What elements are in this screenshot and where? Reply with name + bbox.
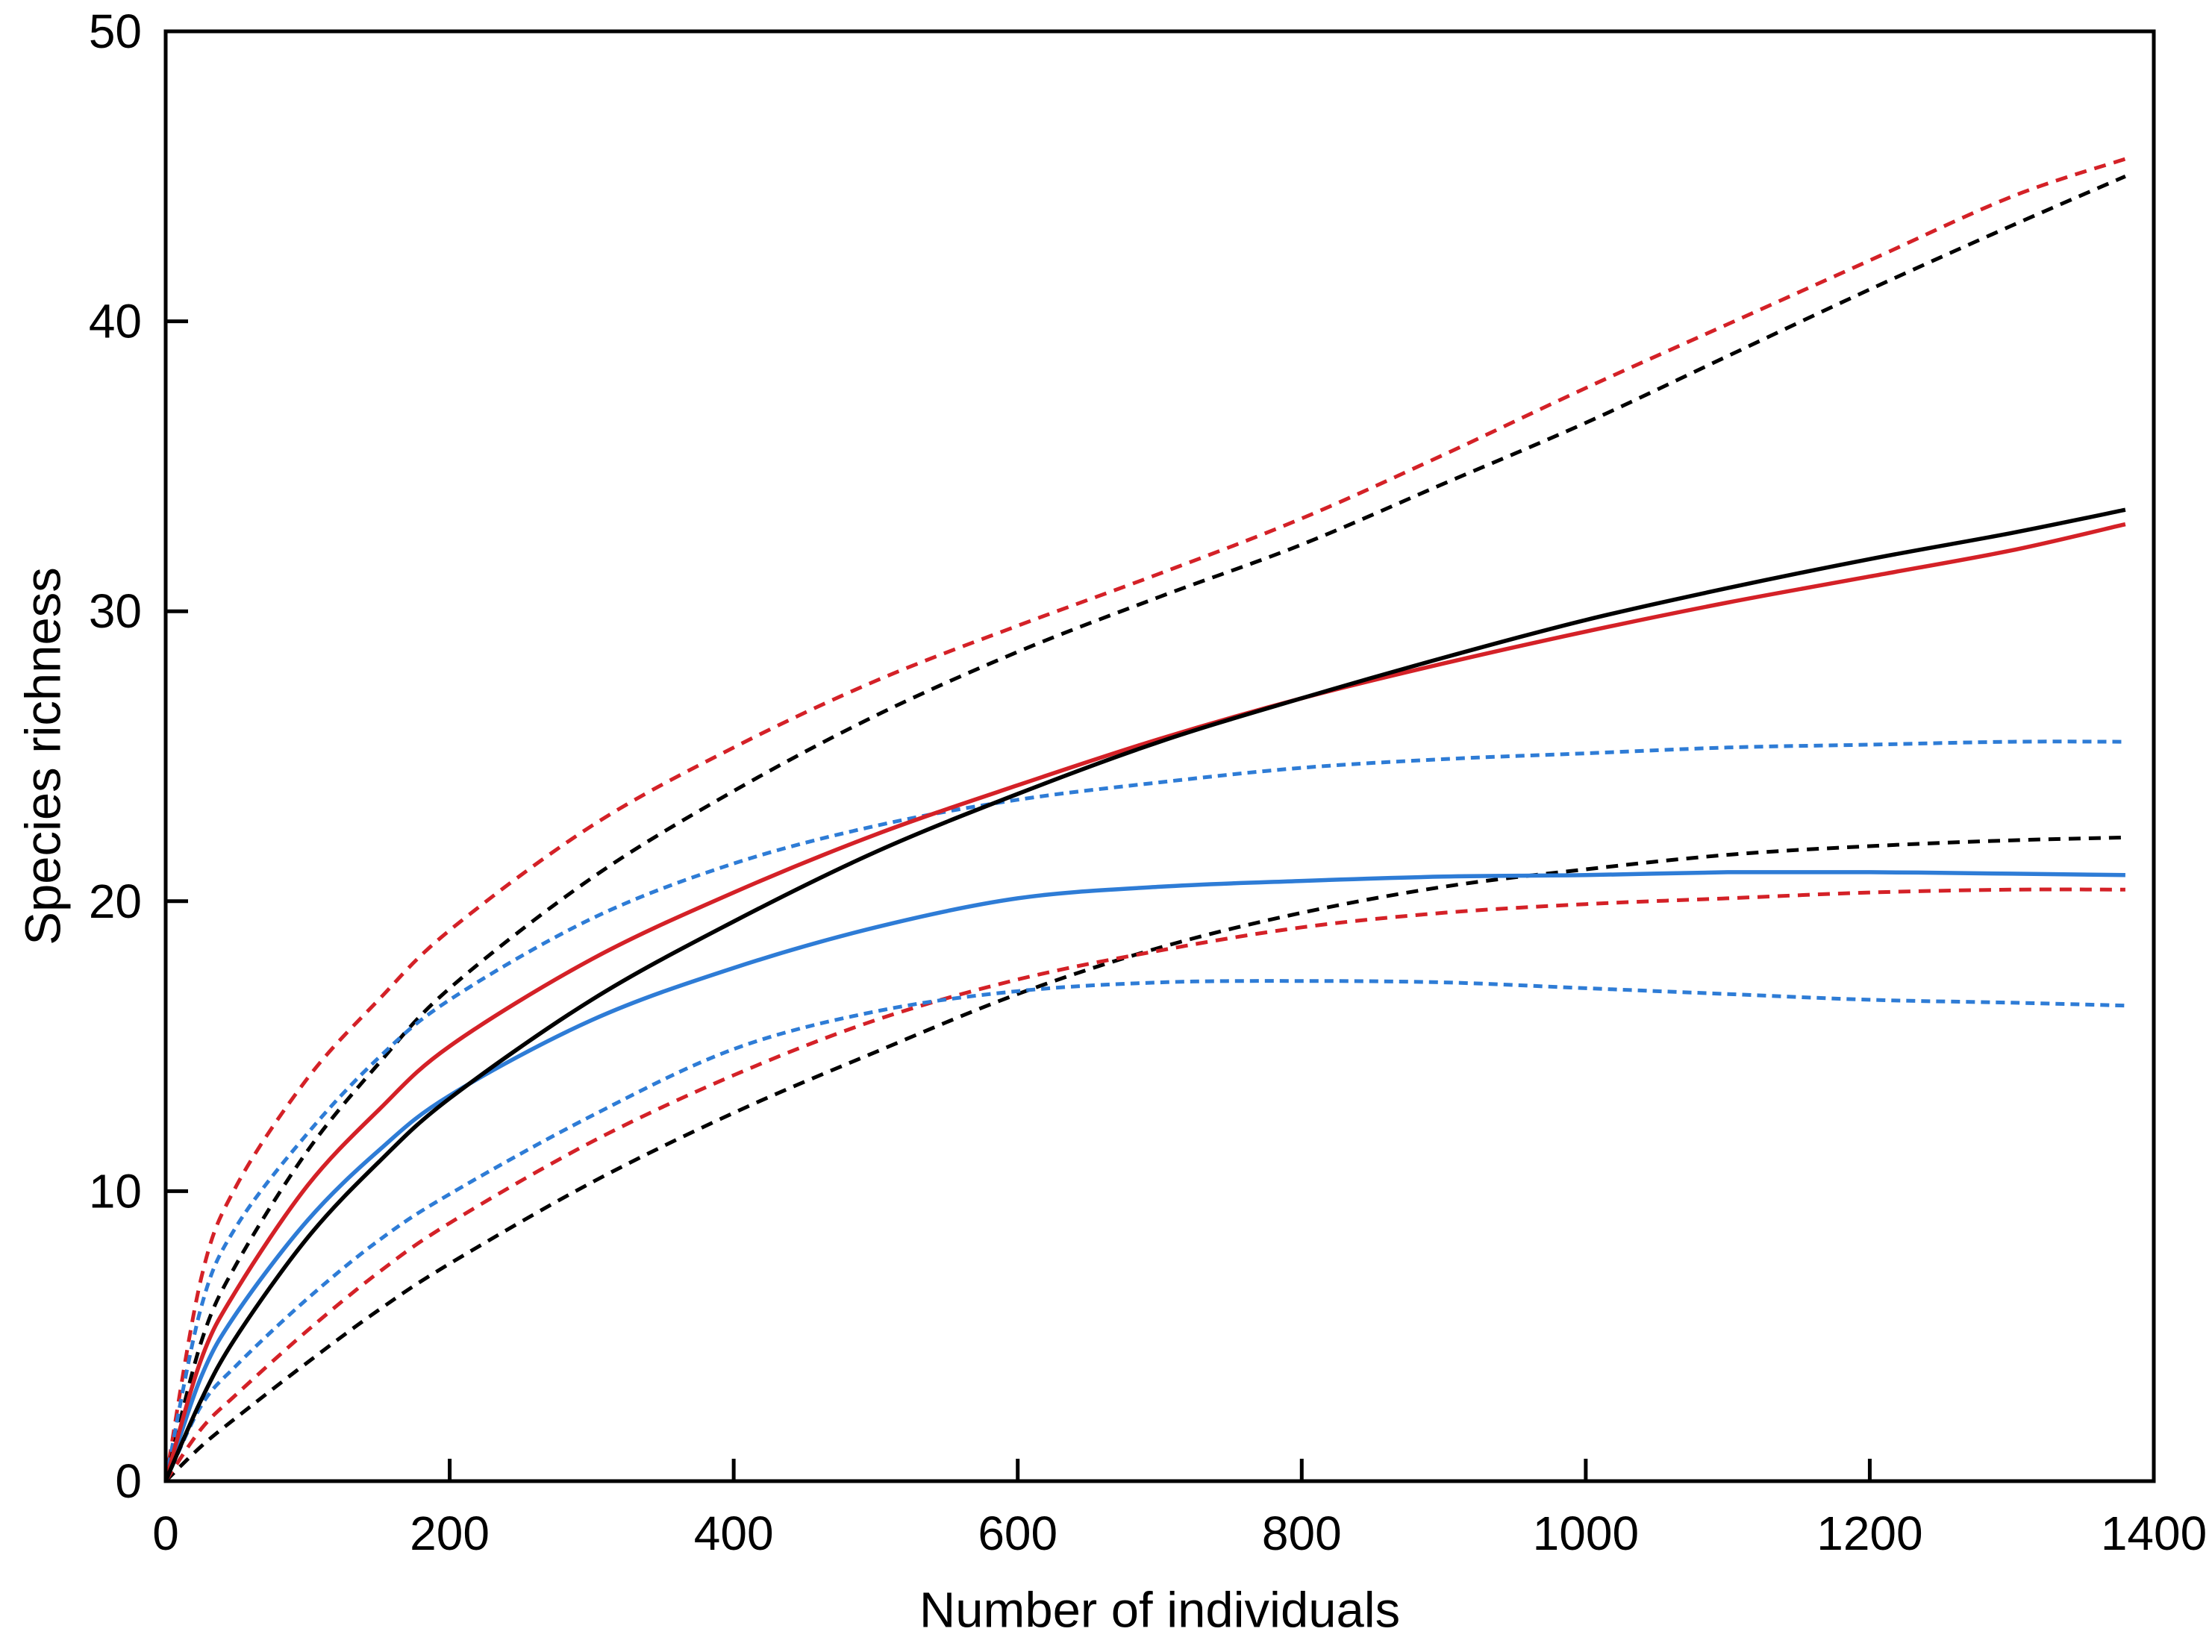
x-tick-label-600: 600 (978, 1506, 1057, 1560)
y-tick-label-20: 20 (89, 875, 142, 928)
y-tick-label-50: 50 (89, 4, 142, 58)
x-tick-label-800: 800 (1262, 1506, 1342, 1560)
curve-blue-rarefaction (163, 869, 2125, 1482)
curve-red-upper-ci (163, 157, 2126, 1482)
x-tick-label-1200: 1200 (1816, 1506, 1922, 1560)
curve-black-lower-ci (164, 835, 2125, 1483)
x-tick-label-200: 200 (410, 1506, 490, 1560)
plot-frame (163, 29, 2156, 1483)
y-tick-label-0: 0 (115, 1454, 142, 1508)
curve-blue-upper-ci (163, 739, 2125, 1482)
y-tick-label-30: 30 (89, 584, 142, 638)
x-axis-title: Number of individuals (919, 1583, 1400, 1639)
x-tick-label-1400: 1400 (2101, 1506, 2207, 1560)
curve-red-rarefaction (163, 522, 2126, 1482)
plot-area: 0 200 400 600 800 1000 1200 1400 0 10 20 30 40 50 Numb… (16, 4, 2208, 1639)
y-tick-label-40: 40 (89, 295, 142, 348)
x-tick-label-0: 0 (152, 1506, 179, 1560)
x-tick-label-400: 400 (694, 1506, 774, 1560)
y-axis-title: Species richness (16, 567, 72, 945)
y-tick-label-10: 10 (89, 1164, 142, 1218)
x-tick-label-1000: 1000 (1533, 1506, 1639, 1560)
curve-red-lower-ci (163, 887, 2125, 1483)
curve-black-rarefaction (163, 507, 2126, 1483)
curve-black-upper-ci (163, 175, 2126, 1482)
curve-blue-lower-ci (163, 979, 2125, 1483)
